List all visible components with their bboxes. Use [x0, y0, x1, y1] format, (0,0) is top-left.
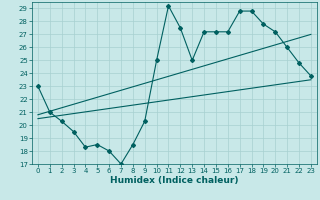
X-axis label: Humidex (Indice chaleur): Humidex (Indice chaleur): [110, 176, 239, 185]
